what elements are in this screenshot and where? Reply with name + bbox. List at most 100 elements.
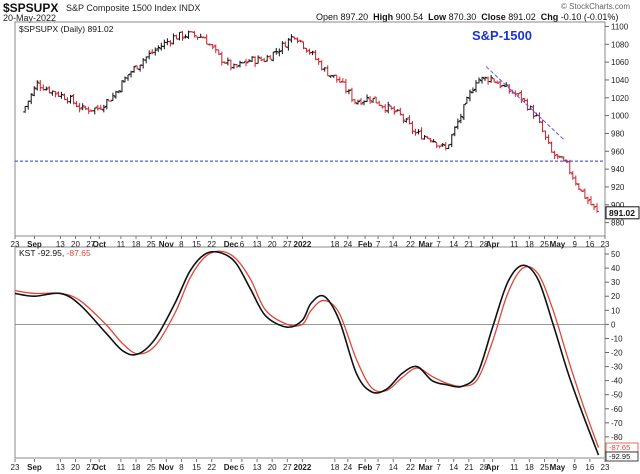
x-tick-label: 11 [510, 463, 519, 472]
price-bar [492, 78, 497, 83]
price-bar [86, 106, 91, 114]
price-bar [310, 50, 315, 56]
price-bar [537, 112, 542, 124]
x-tick-label: 18 [330, 240, 339, 249]
price-bar [425, 136, 430, 139]
x-tick-label: Feb [358, 240, 372, 249]
x-tick-label: 16 [585, 463, 594, 472]
x-tick-label: 13 [56, 240, 65, 249]
price-bar [407, 115, 412, 125]
price-bar [234, 63, 239, 68]
price-bar [274, 48, 279, 55]
price-bar [150, 49, 155, 55]
kst-y-tick-label: -20 [611, 349, 623, 358]
price-bar [410, 121, 415, 135]
price-bar [53, 91, 58, 98]
price-y-tick-label: 920 [611, 183, 625, 192]
price-bar [440, 143, 445, 147]
kst-last-box [605, 451, 639, 462]
price-bar [434, 141, 439, 149]
price-bar [383, 104, 388, 113]
price-bar [189, 31, 194, 33]
price-y-tick-label: 1100 [611, 22, 629, 31]
x-tick-label: 22 [406, 463, 415, 472]
price-bar [132, 65, 137, 73]
price-bar [180, 31, 185, 41]
kst-y-tick-label: -40 [611, 377, 623, 386]
price-bar [337, 76, 342, 83]
last-price-label: 891.02 [605, 206, 640, 220]
price-bar [271, 51, 276, 62]
price-bar [495, 80, 500, 84]
x-tick-label: 20 [268, 240, 277, 249]
price-bar [531, 104, 536, 119]
price-bar [591, 203, 596, 211]
chg-value: -0.10 (-0.01%) [560, 12, 619, 22]
price-bar [413, 128, 418, 136]
high-label: High [373, 12, 394, 22]
price-bar [177, 31, 182, 41]
price-bar [95, 104, 100, 111]
price-bar [292, 36, 297, 40]
x-tick-label: 20 [71, 463, 80, 472]
ohlc-readout: Open 897.20 High 900.54 Low 870.30 Close… [316, 12, 618, 22]
x-tick-label: Apr [486, 240, 500, 249]
price-bar [277, 48, 282, 57]
price-bar [307, 48, 312, 55]
kst-y-tick-label: -80 [611, 433, 623, 442]
price-bar [29, 93, 34, 105]
price-bar [346, 89, 351, 95]
price-bar [582, 188, 587, 199]
price-bar [201, 36, 206, 39]
price-bar [280, 41, 285, 55]
price-bar [446, 144, 451, 149]
price-bar [153, 47, 158, 56]
price-bar [138, 64, 143, 72]
price-bar [135, 65, 140, 70]
kst-signal-line [14, 250, 600, 448]
price-bar [216, 49, 221, 56]
price-bar [126, 74, 131, 81]
x-tick-label: Dec [224, 463, 239, 472]
kst-y-tick-label: -30 [611, 363, 623, 372]
x-tick-label: 13 [56, 463, 65, 472]
price-y-tick-label: 900 [611, 201, 625, 210]
low-label: Low [428, 12, 447, 22]
price-y-tick-label: 1000 [611, 112, 629, 121]
price-bar [228, 59, 233, 71]
price-bar [576, 183, 581, 191]
price-bar [464, 96, 469, 104]
price-bar [325, 65, 330, 77]
price-bar [80, 103, 85, 111]
x-tick-label: 6 [240, 240, 245, 249]
price-bar [156, 45, 161, 52]
price-y-tick-label: 1020 [611, 94, 629, 103]
price-bar [65, 97, 70, 104]
downtrend-line [485, 66, 565, 141]
price-bar [401, 113, 406, 124]
price-bar [334, 74, 339, 83]
price-bar [461, 104, 466, 121]
price-bar [286, 38, 291, 51]
price-bar [256, 55, 261, 64]
x-tick-label: 28 [480, 463, 489, 472]
price-bar [319, 60, 324, 71]
x-tick-label: 2022 [294, 240, 312, 249]
price-bar [98, 104, 103, 110]
x-tick-label: 14 [449, 463, 458, 472]
x-tick-label: Apr [486, 463, 500, 472]
price-y-tick-label: 940 [611, 165, 625, 174]
close-label: Close [481, 12, 506, 22]
price-bar [289, 34, 294, 43]
price-y-tick-label: 1040 [611, 76, 629, 85]
x-tick-label: Mar [419, 463, 433, 472]
x-tick-label: Feb [358, 463, 372, 472]
kst-last-text: -92.95 [609, 452, 630, 461]
x-tick-label: 23 [11, 240, 20, 249]
x-tick-label: 18 [525, 463, 534, 472]
price-bar [416, 129, 421, 135]
price-bar [579, 189, 584, 193]
